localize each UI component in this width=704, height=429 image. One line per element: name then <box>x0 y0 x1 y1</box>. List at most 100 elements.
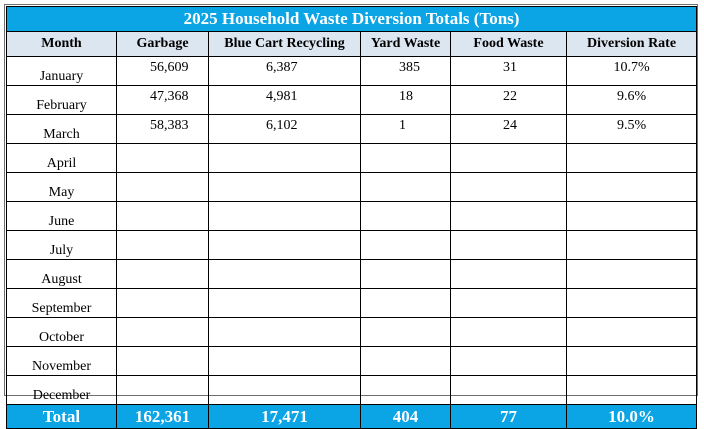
header-yard-waste: Yard Waste <box>360 31 451 57</box>
total-label: Total <box>6 404 117 429</box>
cell-food-waste <box>450 172 567 202</box>
cell-diversion-rate: 9.5% <box>565 114 698 144</box>
cell-food-waste <box>450 143 567 173</box>
cell-blue-cart-recycling <box>208 375 361 405</box>
cell-month: December <box>6 375 117 405</box>
total-blue-cart-recycling: 17,471 <box>208 404 361 429</box>
header-blue-cart-recycling: Blue Cart Recycling <box>208 31 361 57</box>
cell-blue-cart-recycling <box>208 259 361 289</box>
table-row: July <box>6 230 698 260</box>
cell-blue-cart-recycling <box>208 230 361 260</box>
table-row: November <box>6 346 698 376</box>
cell-yard-waste: 385 <box>360 56 451 86</box>
cell-month: May <box>6 172 117 202</box>
cell-yard-waste <box>360 317 451 347</box>
cell-diversion-rate <box>565 201 698 231</box>
cell-food-waste: 22 <box>450 85 567 115</box>
header-row: Month Garbage Blue Cart Recycling Yard W… <box>6 31 698 57</box>
table-row: August <box>6 259 698 289</box>
total-yard-waste: 404 <box>360 404 451 429</box>
total-garbage: 162,361 <box>116 404 209 429</box>
cell-diversion-rate: 9.6% <box>565 85 698 115</box>
waste-diversion-table: 2025 Household Waste Diversion Totals (T… <box>5 6 698 429</box>
cell-food-waste <box>450 375 567 405</box>
cell-garbage <box>116 172 209 202</box>
cell-yard-waste <box>360 288 451 318</box>
table-row: October <box>6 317 698 347</box>
cell-diversion-rate <box>565 143 698 173</box>
cell-yard-waste <box>360 143 451 173</box>
cell-food-waste <box>450 201 567 231</box>
cell-diversion-rate <box>565 259 698 289</box>
cell-blue-cart-recycling <box>208 346 361 376</box>
table-row: December <box>6 375 698 405</box>
cell-yard-waste: 1 <box>360 114 451 144</box>
cell-month: February <box>6 85 117 115</box>
table-row: September <box>6 288 698 318</box>
cell-blue-cart-recycling <box>208 201 361 231</box>
cell-diversion-rate <box>565 317 698 347</box>
cell-food-waste <box>450 346 567 376</box>
cell-garbage <box>116 317 209 347</box>
header-month: Month <box>6 31 117 57</box>
total-row: Total 162,361 17,471 404 77 10.0% <box>6 404 698 429</box>
header-food-waste: Food Waste <box>450 31 567 57</box>
header-garbage: Garbage <box>116 31 209 57</box>
table-row: June <box>6 201 698 231</box>
cell-yard-waste <box>360 259 451 289</box>
table-row: March 58,383 6,102 1 24 9.5% <box>6 114 698 144</box>
cell-diversion-rate <box>565 288 698 318</box>
cell-garbage <box>116 143 209 173</box>
cell-garbage: 56,609 <box>116 56 209 86</box>
cell-yard-waste <box>360 230 451 260</box>
total-diversion-rate: 10.0% <box>565 404 698 429</box>
cell-month: September <box>6 288 117 318</box>
cell-diversion-rate <box>565 230 698 260</box>
cell-blue-cart-recycling <box>208 143 361 173</box>
cell-garbage <box>116 375 209 405</box>
cell-month: January <box>6 56 117 86</box>
cell-month: October <box>6 317 117 347</box>
table-row: January 56,609 6,387 385 31 10.7% <box>6 56 698 86</box>
cell-yard-waste <box>360 346 451 376</box>
cell-garbage <box>116 230 209 260</box>
cell-garbage <box>116 259 209 289</box>
table-row: February 47,368 4,981 18 22 9.6% <box>6 85 698 115</box>
cell-month: March <box>6 114 117 144</box>
cell-blue-cart-recycling <box>208 317 361 347</box>
table-row: April <box>6 143 698 173</box>
total-food-waste: 77 <box>450 404 567 429</box>
cell-yard-waste: 18 <box>360 85 451 115</box>
cell-month: June <box>6 201 117 231</box>
cell-month: November <box>6 346 117 376</box>
cell-food-waste: 31 <box>450 56 567 86</box>
cell-food-waste <box>450 230 567 260</box>
cell-food-waste <box>450 259 567 289</box>
cell-month: July <box>6 230 117 260</box>
cell-blue-cart-recycling: 6,387 <box>208 56 361 86</box>
cell-diversion-rate <box>565 375 698 405</box>
table-title: 2025 Household Waste Diversion Totals (T… <box>5 6 698 32</box>
title-row: 2025 Household Waste Diversion Totals (T… <box>5 6 698 32</box>
cell-diversion-rate: 10.7% <box>565 56 698 86</box>
cell-food-waste: 24 <box>450 114 567 144</box>
cell-garbage <box>116 288 209 318</box>
cell-diversion-rate <box>565 172 698 202</box>
cell-month: April <box>6 143 117 173</box>
cell-garbage: 58,383 <box>116 114 209 144</box>
cell-garbage <box>116 201 209 231</box>
table-row: May <box>6 172 698 202</box>
cell-food-waste <box>450 317 567 347</box>
cell-blue-cart-recycling: 4,981 <box>208 85 361 115</box>
cell-month: August <box>6 259 117 289</box>
cell-blue-cart-recycling <box>208 172 361 202</box>
cell-diversion-rate <box>565 346 698 376</box>
cell-blue-cart-recycling: 6,102 <box>208 114 361 144</box>
cell-yard-waste <box>360 172 451 202</box>
cell-yard-waste <box>360 201 451 231</box>
cell-blue-cart-recycling <box>208 288 361 318</box>
cell-food-waste <box>450 288 567 318</box>
header-diversion-rate: Diversion Rate <box>565 31 698 57</box>
cell-garbage: 47,368 <box>116 85 209 115</box>
cell-yard-waste <box>360 375 451 405</box>
